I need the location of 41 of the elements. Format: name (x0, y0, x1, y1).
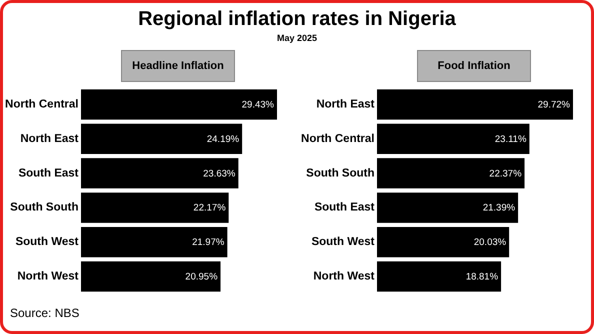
data-label: 20.95% (185, 271, 218, 282)
y-tick-label: South South (306, 167, 374, 180)
y-tick-label: North West (313, 270, 375, 282)
y-tick-label: North West (17, 270, 79, 282)
bar (81, 192, 229, 223)
data-label: 21.97% (192, 237, 225, 248)
bar (81, 158, 238, 188)
data-label: 18.81% (466, 271, 499, 282)
y-tick-label: North Central (5, 98, 78, 111)
y-tick-label: South West (311, 236, 375, 248)
y-tick-label: North Central (301, 132, 374, 145)
y-tick-label: North East (316, 98, 375, 111)
y-tick-label: South East (314, 202, 375, 214)
bar (81, 261, 221, 292)
bar (377, 226, 510, 258)
data-label: 21.39% (482, 202, 516, 214)
y-tick-label: North East (20, 132, 79, 145)
data-label: 23.11% (494, 134, 527, 145)
bar (81, 89, 277, 120)
data-label: 22.37% (489, 168, 522, 180)
y-tick-label: South South (10, 202, 78, 214)
y-tick-label: South West (15, 236, 79, 248)
data-label: 23.63% (203, 168, 236, 180)
chart-title: Food Inflation (417, 50, 531, 82)
data-label: 29.43% (242, 100, 275, 111)
source-note: Source: NBS (10, 306, 80, 320)
text: May 2025 (276, 33, 318, 43)
data-label: 24.19% (206, 134, 240, 145)
bar (377, 124, 530, 154)
bar (377, 89, 573, 120)
y-tick-label: South East (18, 167, 79, 180)
data-label: 22.17% (193, 202, 226, 214)
bar (81, 124, 242, 154)
bar (377, 192, 518, 223)
bar (81, 226, 228, 258)
data-label: 20.03% (474, 237, 507, 248)
text: Regional inflation rates in Nigeria (137, 8, 457, 31)
bar (377, 158, 525, 188)
data-label: 29.72% (538, 100, 571, 111)
bar (377, 261, 502, 292)
chart-title: Headline Inflation (121, 50, 235, 82)
